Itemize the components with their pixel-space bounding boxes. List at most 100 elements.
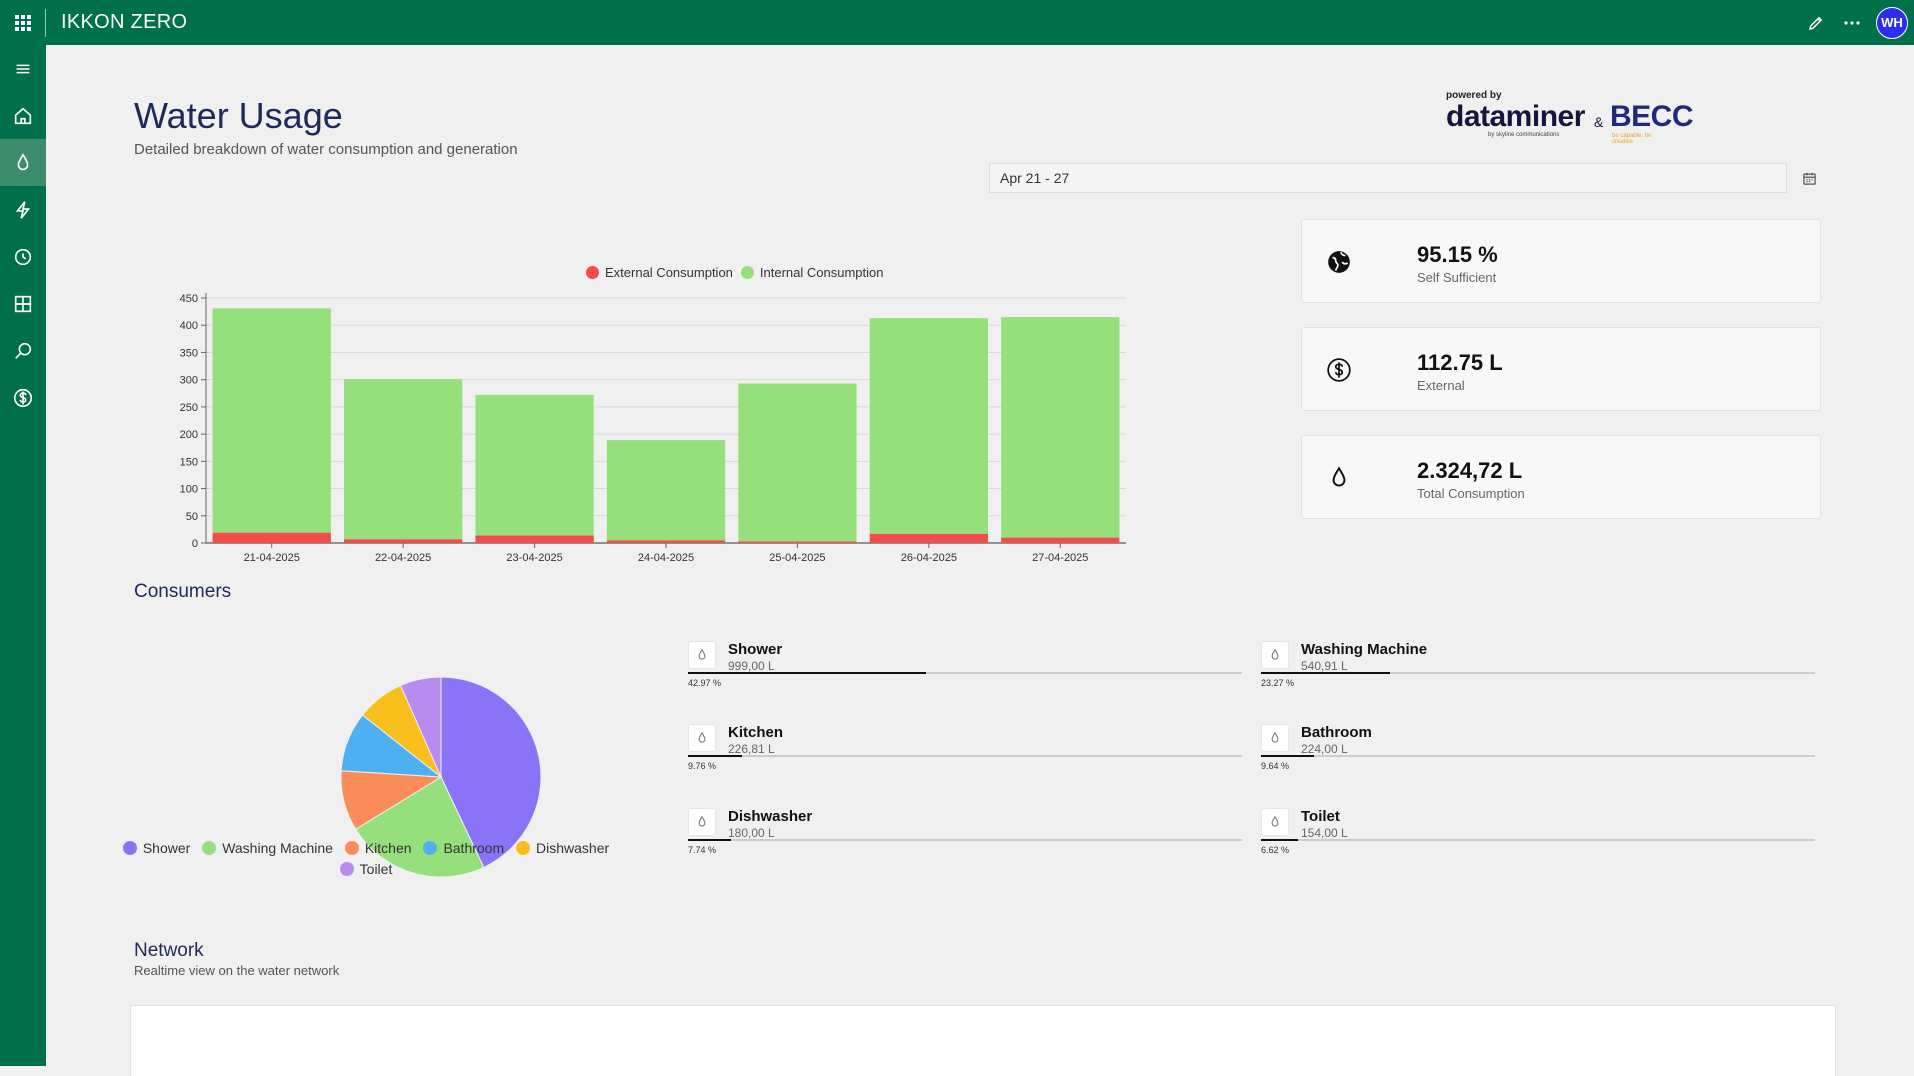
pencil-icon <box>1808 16 1823 30</box>
network-title: Network <box>134 940 204 961</box>
drop-icon <box>688 641 716 669</box>
logo-ampersand: & <box>1594 114 1604 130</box>
consumer-progress-bar <box>1261 672 1815 674</box>
consumer-item-toilet: Toilet 154,00 L 6.62 % <box>1261 808 1815 878</box>
pie-legend-item-bathroom[interactable]: Bathroom <box>423 838 504 859</box>
main-content: Water Usage Detailed breakdown of water … <box>46 45 1914 1076</box>
water-usage-chart: 0 50 100 150 200 250 300 350 400 450 21-04-2025 22-… <box>130 210 1130 570</box>
stat-label: Total Consumption <box>1417 486 1525 501</box>
pie-legend-item-shower[interactable]: Shower <box>122 838 191 859</box>
app-title: IKKON ZERO <box>61 11 188 33</box>
consumer-percent: 7.74 % <box>688 845 717 855</box>
consumer-name: Shower <box>728 641 783 658</box>
y-tick-label: 300 <box>180 375 198 387</box>
sidebar-item-search[interactable] <box>0 327 46 374</box>
bar-external <box>738 541 857 543</box>
pie-slice-washing-machine[interactable] <box>355 776 485 878</box>
bar-internal <box>212 308 331 533</box>
consumer-amount: 180,00 L <box>728 826 775 840</box>
dollar-icon <box>13 388 33 407</box>
pie-legend-item-dishwasher[interactable]: Dishwasher <box>516 838 609 859</box>
sidebar-item-home[interactable] <box>0 92 46 139</box>
chart-legend: External Consumption Internal Consumptio… <box>586 265 891 280</box>
bar-external <box>1001 537 1120 543</box>
date-range-input[interactable] <box>989 163 1787 193</box>
legend-item-internal[interactable]: Internal Consumption <box>740 265 883 280</box>
pie-legend-item-kitchen[interactable]: Kitchen <box>344 838 412 859</box>
drop-icon <box>688 724 716 752</box>
stat-value: 2.324,72 L <box>1417 458 1523 483</box>
sidebar-item-water[interactable] <box>0 139 46 186</box>
stat-card-external: 112.75 L External <box>1301 327 1821 411</box>
bar-internal <box>738 383 857 542</box>
consumer-name: Bathroom <box>1301 724 1372 741</box>
consumer-percent: 9.76 % <box>688 761 717 771</box>
y-tick-label: 200 <box>180 429 198 441</box>
sidebar-item-energy[interactable] <box>0 186 46 233</box>
legend-swatch <box>423 841 438 855</box>
consumer-item-kitchen: Kitchen 226,81 L 9.76 % <box>688 724 1242 794</box>
pie-chart-svg <box>340 676 542 878</box>
consumer-amount: 154,00 L <box>1301 826 1348 840</box>
x-tick-label: 23-04-2025 <box>506 552 562 564</box>
legend-label: Bathroom <box>443 840 505 856</box>
pie-legend: Shower Washing Machine Kitchen Bathroom … <box>106 838 626 880</box>
menu-icon <box>16 64 30 73</box>
x-tick-label: 24-04-2025 <box>638 552 694 564</box>
sidebar-item-dashboard[interactable] <box>0 280 46 327</box>
calendar-button[interactable] <box>1794 163 1824 193</box>
consumer-progress-fill <box>1261 755 1315 757</box>
consumer-amount: 540,91 L <box>1301 659 1348 673</box>
bar-external <box>475 535 594 543</box>
edit-button[interactable] <box>1798 0 1834 45</box>
x-tick-label: 22-04-2025 <box>375 552 431 564</box>
search-icon <box>15 342 32 359</box>
pie-legend-item-toilet[interactable]: Toilet <box>339 859 392 880</box>
legend-swatch <box>122 841 137 855</box>
consumer-progress-fill <box>688 755 743 757</box>
consumer-amount: 226,81 L <box>728 742 775 756</box>
consumer-progress-bar <box>688 839 1242 841</box>
pie-legend-item-washing-machine[interactable]: Washing Machine <box>202 838 333 859</box>
legend-swatch <box>516 841 531 855</box>
bar-chart-svg: 0 50 100 150 200 250 300 350 400 450 21-04-2025 22-… <box>180 293 1126 564</box>
title-divider <box>45 8 46 37</box>
legend-label: External Consumption <box>605 265 733 280</box>
legend-swatch <box>740 266 754 279</box>
lightning-icon <box>15 200 31 219</box>
legend-item-external[interactable]: External Consumption <box>586 265 733 280</box>
legend-label: Shower <box>142 840 191 856</box>
bar-external <box>212 532 331 543</box>
drop-icon <box>1261 641 1289 669</box>
legend-swatch <box>586 266 599 279</box>
legend-swatch <box>202 841 217 855</box>
consumer-progress-fill <box>1261 839 1298 841</box>
home-icon <box>14 107 32 124</box>
sidebar <box>0 45 46 1066</box>
pie-slice-toilet[interactable] <box>399 676 442 778</box>
stat-card-self-sufficient: 95.15 % Self Sufficient <box>1301 219 1821 303</box>
pie-slice-shower[interactable] <box>440 676 542 869</box>
consumer-name: Toilet <box>1301 808 1340 825</box>
sidebar-item-history[interactable] <box>0 233 46 280</box>
avatar[interactable]: WH <box>1876 6 1908 39</box>
stat-card-total-consumption: 2.324,72 L Total Consumption <box>1301 435 1821 519</box>
consumers-pie-chart <box>286 625 586 885</box>
consumer-percent: 42.97 % <box>688 678 722 688</box>
legend-swatch <box>339 862 354 876</box>
sidebar-menu-toggle[interactable] <box>0 45 46 92</box>
becc-tagline: be capable, be creative <box>1612 133 1652 145</box>
app-launcher-button[interactable] <box>0 0 45 45</box>
consumer-progress-bar <box>1261 839 1815 841</box>
y-tick-label: 50 <box>186 511 198 523</box>
network-view[interactable] <box>130 1005 1836 1076</box>
sidebar-item-costs[interactable] <box>0 374 46 421</box>
legend-label: Dishwasher <box>536 840 610 856</box>
powered-by-text: powered by <box>1446 90 1502 101</box>
legend-label: Kitchen <box>364 840 412 856</box>
more-button[interactable] <box>1834 0 1870 45</box>
drop-icon <box>1261 808 1289 836</box>
dataminer-tagline: by skyline communications <box>1488 132 1560 138</box>
consumer-amount: 224,00 L <box>1301 742 1348 756</box>
globe-icon <box>1328 251 1350 273</box>
